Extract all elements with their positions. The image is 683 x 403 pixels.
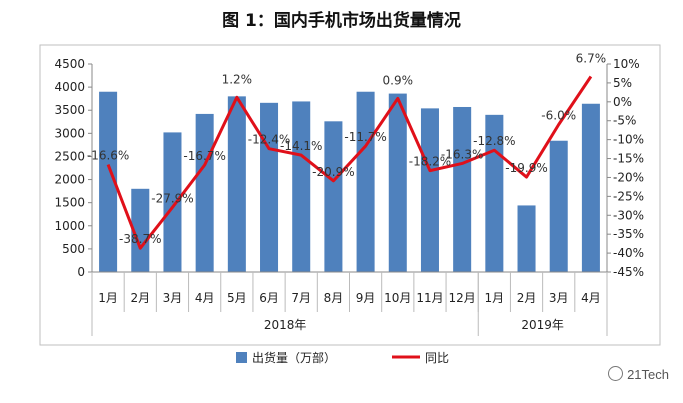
yoy-line (106, 75, 593, 250)
bar (388, 93, 407, 273)
right-tick-label: -20% (613, 170, 644, 184)
watermark-text: 21Tech (627, 367, 669, 382)
left-tick-label: 3500 (54, 103, 85, 117)
legend-bar-swatch (236, 352, 247, 363)
yoy-data-label: -12.4% (248, 133, 290, 147)
bar (227, 96, 246, 272)
yoy-data-label: -11.7% (344, 130, 386, 144)
left-tick-label: 1500 (54, 196, 85, 210)
right-tick-label: 10% (613, 57, 640, 71)
chart-title: 图 1：国内手机市场出货量情况 (222, 11, 461, 31)
bar (195, 113, 214, 272)
left-tick-label: 1000 (54, 219, 85, 233)
yoy-data-label: 0.9% (383, 73, 414, 87)
left-tick-label: 0 (77, 265, 85, 279)
x-tick-label: 12月 (449, 291, 476, 305)
right-tick-label: -15% (613, 152, 644, 166)
x-tick-label: 2月 (130, 291, 150, 305)
x-tick-label: 7月 (291, 291, 311, 305)
x-tick-label: 5月 (227, 291, 247, 305)
year-group-label: 2019年 (521, 318, 564, 332)
yoy-data-label: -27.9% (151, 191, 193, 205)
x-tick-label: 8月 (324, 291, 344, 305)
legend-bar-label: 出货量（万部） (252, 350, 336, 365)
bar (453, 106, 472, 272)
x-tick-label: 3月 (163, 291, 183, 305)
right-tick-label: -25% (613, 189, 644, 203)
wechat-icon (608, 366, 624, 381)
legend-line-label: 同比 (425, 351, 449, 365)
yoy-data-label: -14.1% (280, 139, 322, 153)
year-group-label: 2018年 (264, 318, 307, 332)
x-tick-label: 9月 (356, 291, 376, 305)
plot-frame (39, 44, 661, 346)
bar (549, 140, 568, 272)
right-tick-label: 5% (613, 76, 632, 90)
right-tick-label: -45% (613, 265, 644, 279)
x-tick-label: 2月 (517, 291, 537, 305)
right-tick-label: -30% (613, 208, 644, 222)
yoy-data-label: -16.6% (87, 149, 129, 163)
bar (324, 121, 343, 272)
bar (581, 103, 600, 272)
x-tick-label: 10月 (384, 291, 411, 305)
watermark: 21Tech (608, 366, 669, 382)
x-tick-label: 4月 (581, 291, 601, 305)
yoy-data-label: -16.3% (441, 147, 483, 161)
right-tick-label: 0% (613, 95, 632, 109)
bar (420, 108, 439, 272)
yoy-data-label: -19.9% (505, 161, 547, 175)
right-tick-label: -35% (613, 227, 644, 241)
bar (356, 91, 375, 272)
x-tick-label: 3月 (549, 291, 569, 305)
left-tick-label: 4000 (54, 80, 85, 94)
bar (260, 102, 279, 273)
yoy-data-label: 6.7% (576, 51, 607, 65)
yoy-data-label: -18.2% (409, 155, 451, 169)
yoy-data-label: -20.9% (312, 165, 354, 179)
left-tick-label: 3000 (54, 126, 85, 140)
yoy-data-label: 1.2% (222, 72, 253, 86)
x-tick-label: 11月 (416, 291, 443, 305)
left-tick-label: 500 (62, 242, 85, 256)
left-tick-label: 2000 (54, 173, 85, 187)
left-tick-label: 2500 (54, 149, 85, 163)
bar (517, 205, 536, 272)
bar (292, 101, 311, 272)
x-tick-label: 1月 (485, 291, 505, 305)
x-tick-label: 6月 (259, 291, 279, 305)
yoy-data-label: -12.8% (473, 134, 515, 148)
bar (163, 132, 182, 272)
left-tick-label: 4500 (54, 57, 85, 71)
right-tick-label: -5% (613, 114, 636, 128)
bar (131, 188, 150, 272)
right-tick-label: -40% (613, 246, 644, 260)
x-tick-label: 1月 (98, 291, 118, 305)
x-tick-label: 4月 (195, 291, 215, 305)
right-tick-label: -10% (613, 133, 644, 147)
yoy-data-label: -16.7% (183, 149, 225, 163)
yoy-data-label: -38.7% (119, 232, 161, 246)
yoy-data-label: -6.0% (541, 109, 576, 123)
bar (99, 91, 118, 272)
